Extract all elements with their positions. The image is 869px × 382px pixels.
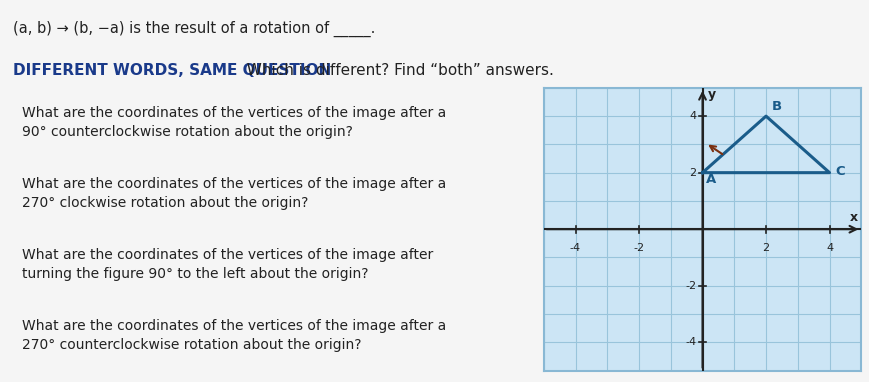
Text: 4: 4 [825,243,833,253]
Text: What are the coordinates of the vertices of the image after a
90° counterclockwi: What are the coordinates of the vertices… [22,106,446,139]
Text: What are the coordinates of the vertices of the image after a
270° counterclockw: What are the coordinates of the vertices… [22,319,446,352]
Text: -4: -4 [684,337,695,347]
Text: 2: 2 [761,243,769,253]
Text: B: B [771,100,781,113]
Text: C: C [834,165,844,178]
Text: 2: 2 [688,168,695,178]
Text: What are the coordinates of the vertices of the image after
turning the figure 9: What are the coordinates of the vertices… [22,248,433,281]
Text: A: A [706,173,716,186]
Text: x: x [849,211,858,224]
Text: DIFFERENT WORDS, SAME QUESTION: DIFFERENT WORDS, SAME QUESTION [13,63,331,78]
Text: What are the coordinates of the vertices of the image after a
270° clockwise rot: What are the coordinates of the vertices… [22,177,446,210]
Text: Which is different? Find “both” answers.: Which is different? Find “both” answers. [236,63,554,78]
Text: -2: -2 [684,281,695,291]
Text: -4: -4 [569,243,580,253]
Text: -2: -2 [633,243,644,253]
Text: 4: 4 [688,111,695,121]
Text: y: y [707,88,715,101]
Text: (a, b) → (b, −a) is the result of a rotation of _____.: (a, b) → (b, −a) is the result of a rota… [13,21,375,37]
